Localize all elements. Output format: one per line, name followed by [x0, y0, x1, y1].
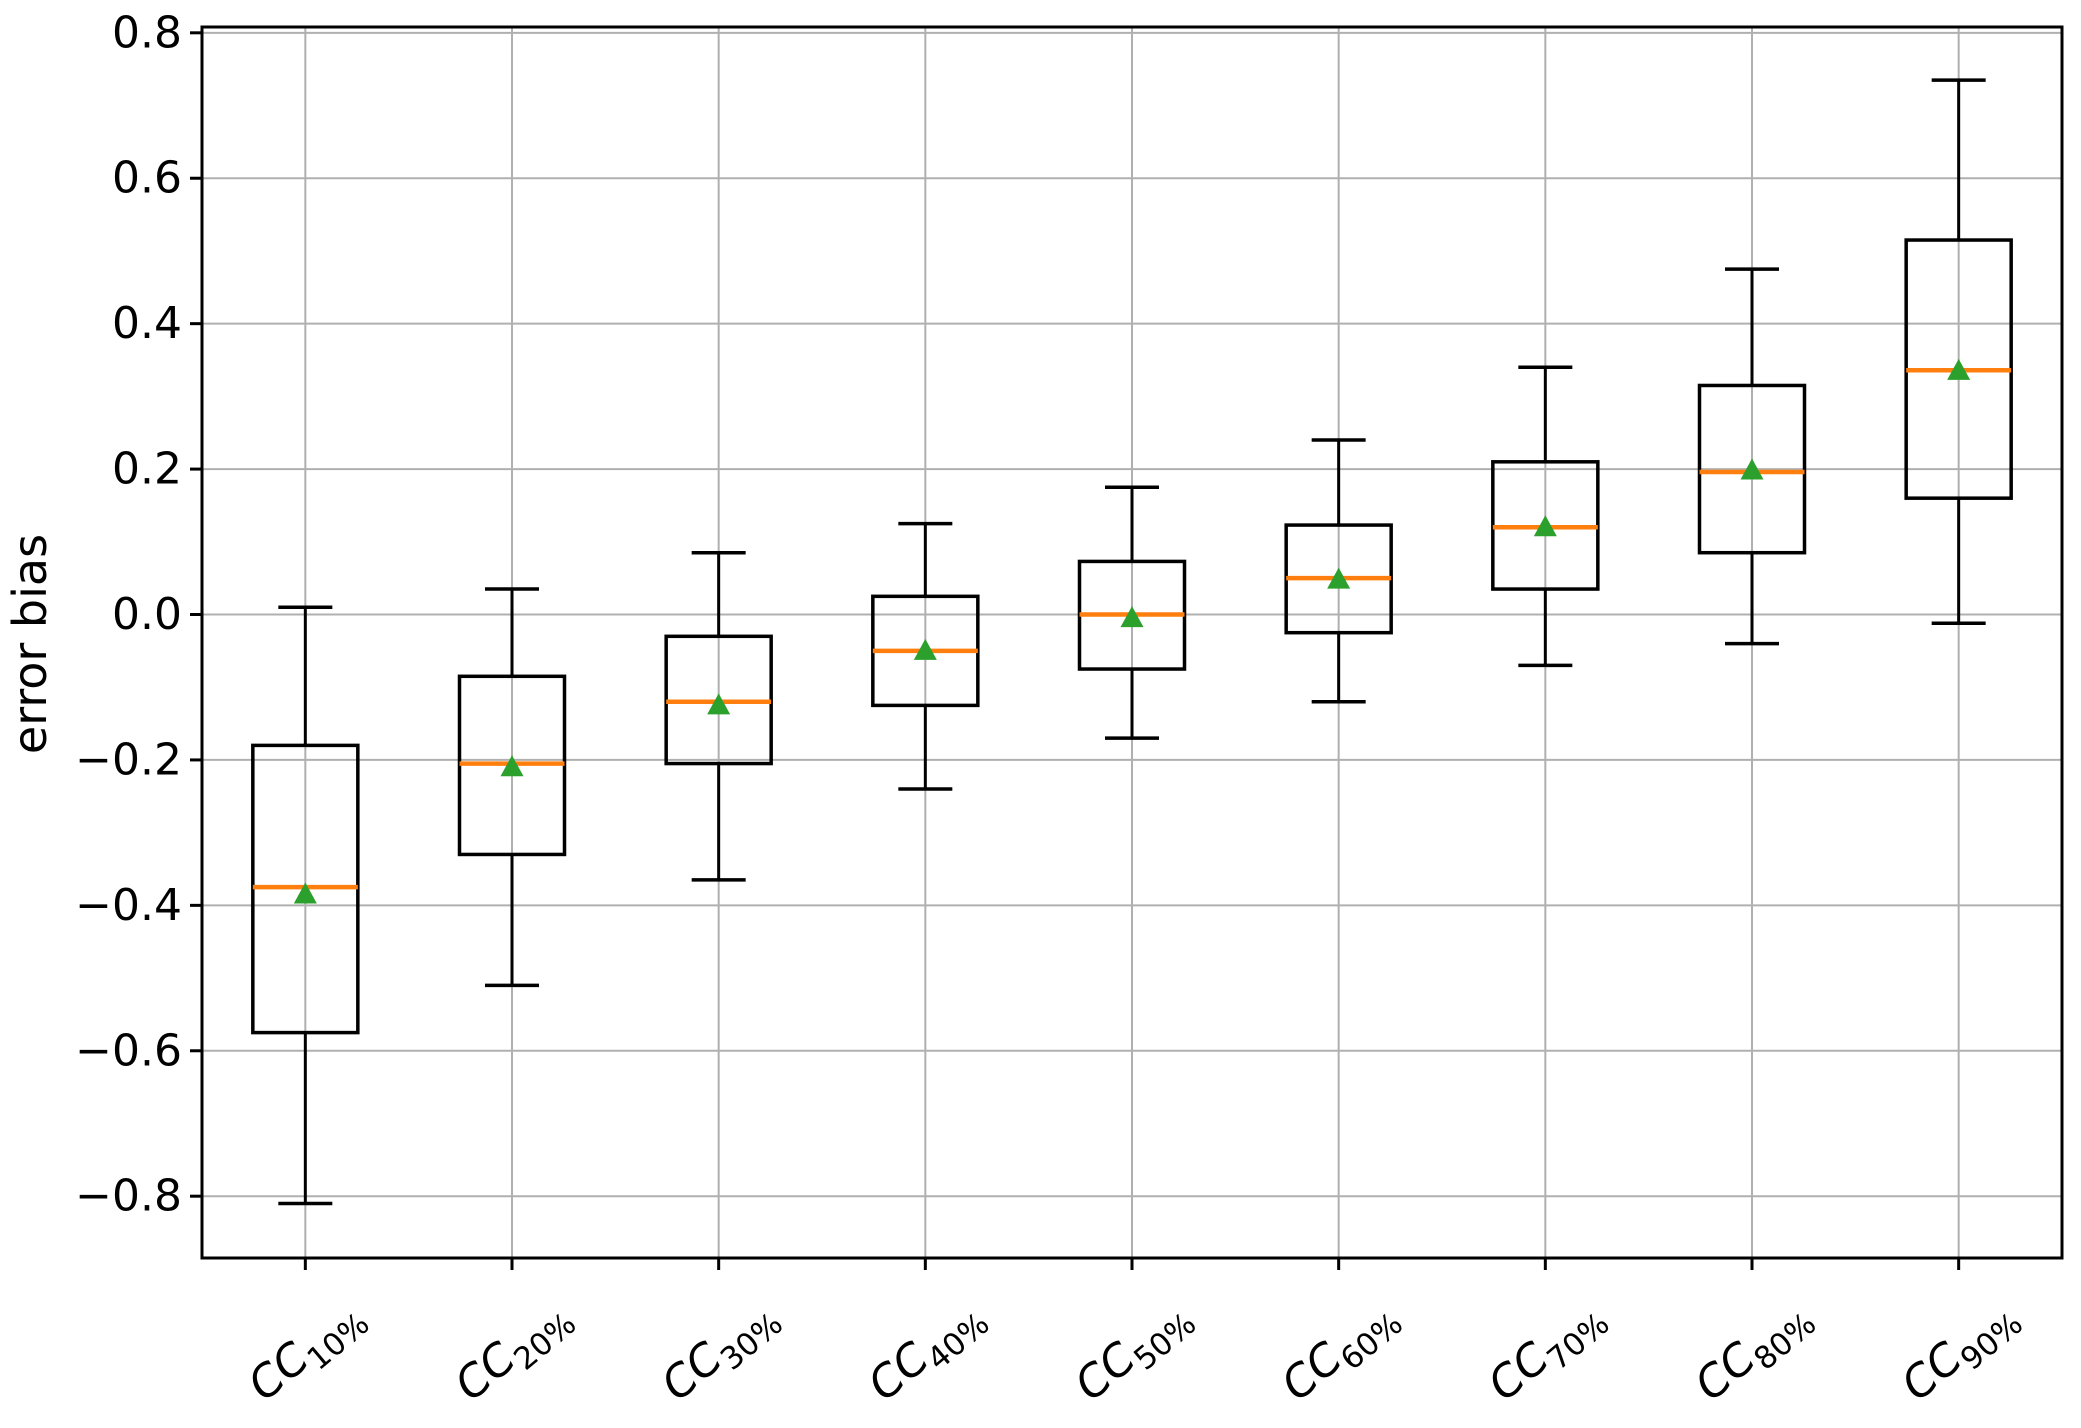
boxplot-CC90% [1904, 78, 2013, 625]
mean-marker [1533, 515, 1557, 537]
axis-layer: 0.8 0.6 0.4 0.2 0.0 −0.2 −0.4 −0.6 −0.8 CC10% CC20… [75, 7, 2064, 1417]
boxplot-CC30% [664, 550, 773, 882]
x-tick-label: CC50% [1065, 1288, 1203, 1417]
mean-marker [500, 755, 524, 777]
x-tick-label: CC40% [859, 1288, 997, 1417]
x-tick-label: CC30% [652, 1288, 790, 1417]
mean-marker [1327, 567, 1351, 589]
boxplot-CC60% [1284, 438, 1393, 704]
boxplot-CC20% [457, 587, 567, 988]
x-tick-label: CC10% [239, 1288, 377, 1417]
grid-layer [202, 27, 2062, 1258]
box-rect [1697, 383, 1807, 555]
mean-marker [1120, 606, 1144, 628]
y-tick-label: 0.6 [112, 153, 182, 204]
boxplot-CC50% [1077, 485, 1187, 740]
boxplot-CC80% [1697, 267, 1807, 646]
y-tick-label: 0.8 [112, 7, 182, 58]
y-tick-label: −0.4 [75, 880, 182, 931]
mean-marker [707, 693, 731, 715]
mean-marker [913, 638, 937, 660]
x-tick-label: CC80% [1685, 1288, 1823, 1417]
mean-marker [1947, 358, 1971, 380]
y-tick-label: −0.2 [75, 734, 182, 785]
y-axis-label: error bias [3, 534, 57, 754]
boxplot-CC40% [871, 521, 980, 791]
y-tick-label: −0.6 [75, 1025, 182, 1076]
mean-marker [293, 882, 317, 904]
x-tick-label: CC60% [1272, 1288, 1410, 1417]
boxplot-CC10% [251, 605, 360, 1206]
y-tick-label: 0.4 [112, 298, 182, 349]
boxplot-CC70% [1491, 365, 1600, 668]
y-tick-label: 0.0 [112, 589, 182, 640]
x-tick-label: CC70% [1479, 1288, 1617, 1417]
y-tick-label: 0.2 [112, 444, 182, 495]
x-tick-label: CC90% [1892, 1288, 2030, 1417]
y-tick-label: −0.8 [75, 1171, 182, 1222]
x-tick-label: CC20% [445, 1288, 583, 1417]
mean-marker [1740, 458, 1764, 480]
box-layer [251, 78, 2013, 1206]
